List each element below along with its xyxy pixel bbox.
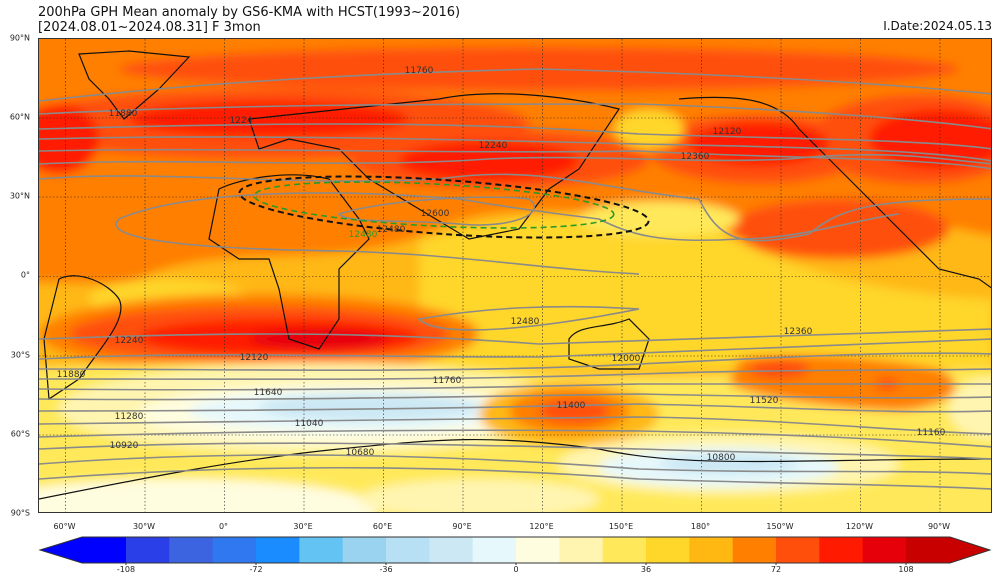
lon-label: 180°	[690, 522, 711, 531]
figure-title: 200hPa GPH Mean anomaly by GS6-KMA with …	[38, 5, 461, 20]
lon-label: 60°W	[53, 522, 76, 531]
anomaly-map: 11760 11880 1224 12240 12120 12360 12600…	[38, 38, 992, 513]
dashed-contour-12480	[238, 175, 650, 239]
contour-label: 11880	[108, 109, 138, 119]
lon-label: 150°W	[766, 522, 794, 531]
colorbar-tick-label: 72	[770, 565, 782, 574]
colorbar-segment	[516, 537, 560, 563]
lon-label: 90°E	[452, 522, 472, 531]
colorbar-segment	[342, 537, 387, 563]
lon-label: 30°E	[293, 522, 313, 531]
contour-label: 11040	[294, 419, 324, 429]
lat-label: 30°S	[10, 350, 30, 360]
gph-contours	[39, 68, 991, 490]
contour-label: 12480	[510, 317, 540, 327]
contour-label: 11160	[916, 428, 946, 438]
colorbar-tick-label: 108	[898, 565, 914, 574]
contour-label: 12600	[420, 209, 450, 219]
contour-label: 11520	[749, 396, 779, 406]
contour-label: 11760	[432, 376, 462, 386]
lat-label: 90°S	[10, 508, 30, 518]
lat-label: 60°S	[10, 429, 30, 439]
anomaly-field	[39, 39, 991, 512]
colorbar-outline	[38, 536, 992, 564]
colorbar-tick-label: 36	[640, 565, 652, 574]
lat-label: 30°N	[9, 191, 30, 201]
lon-label: 0°	[218, 522, 229, 531]
contour-label: 12480	[376, 225, 406, 235]
dashed-contours	[238, 175, 650, 239]
lon-label: 90°W	[927, 522, 951, 531]
colorbar-segment	[126, 537, 170, 563]
colorbar-segment	[386, 537, 430, 563]
colorbar-tick-label: -36	[379, 565, 393, 574]
contour-label: 12360	[783, 327, 813, 337]
lon-label: 30°W	[132, 522, 156, 531]
colorbar-tick-label: -72	[249, 565, 263, 574]
contour-label: 12120	[712, 127, 742, 137]
lon-label: 120°W	[845, 522, 874, 531]
contour-label: 10800	[706, 453, 736, 463]
contour-label: 12240	[478, 141, 508, 151]
contour-label: 10920	[109, 441, 139, 451]
contour-label: 12360	[680, 152, 710, 162]
colorbar-segment	[299, 537, 344, 563]
colorbar-segment	[862, 537, 907, 563]
contour-label: 11640	[253, 388, 283, 398]
lon-label: 60°E	[372, 522, 393, 531]
lat-label: 0°	[20, 270, 30, 280]
contour-label: 10680	[345, 448, 375, 458]
colorbar-over-arrow	[906, 537, 990, 563]
colorbar-segment	[732, 537, 777, 563]
colorbar-tick-label: -108	[116, 565, 136, 574]
colorbar-segment	[559, 537, 604, 563]
colorbar-segment	[776, 537, 820, 563]
colorbar-segment	[472, 537, 517, 563]
colorbar-segment	[169, 537, 214, 563]
colorbar-segment	[212, 537, 257, 563]
colorbar-under-arrow	[40, 537, 126, 563]
issue-date: I.Date:2024.05.13	[883, 19, 992, 33]
contour-label: 12240	[114, 336, 144, 346]
figure-subtitle: [2024.08.01~2024.08.31] F 3mon	[38, 20, 261, 35]
dashed-contour-12480-green	[253, 181, 615, 229]
colorbar	[38, 536, 992, 565]
lat-label: 90°N	[9, 33, 30, 43]
lon-label: 120°E	[529, 522, 554, 531]
map-svg	[39, 39, 991, 512]
colorbar-tick-label: 0	[513, 565, 519, 574]
colorbar-segment	[819, 537, 864, 563]
contour-label: 12120	[239, 353, 269, 363]
colorbar-segment	[429, 537, 474, 563]
contour-label: 11280	[114, 412, 144, 422]
contour-label: 12480	[348, 230, 378, 240]
contour-label: 11880	[56, 370, 86, 380]
colorbar-segment	[646, 537, 690, 563]
contour-label: 11400	[556, 401, 586, 411]
colorbar-segment	[602, 537, 647, 563]
contour-label: 12000	[611, 354, 641, 364]
lat-label: 60°N	[9, 112, 30, 122]
contour-label: 1224	[229, 116, 253, 126]
colorbar-segment	[689, 537, 734, 563]
colorbar-segment	[256, 537, 300, 563]
lon-label: 150°E	[608, 522, 634, 531]
contour-label: 11760	[404, 66, 434, 76]
